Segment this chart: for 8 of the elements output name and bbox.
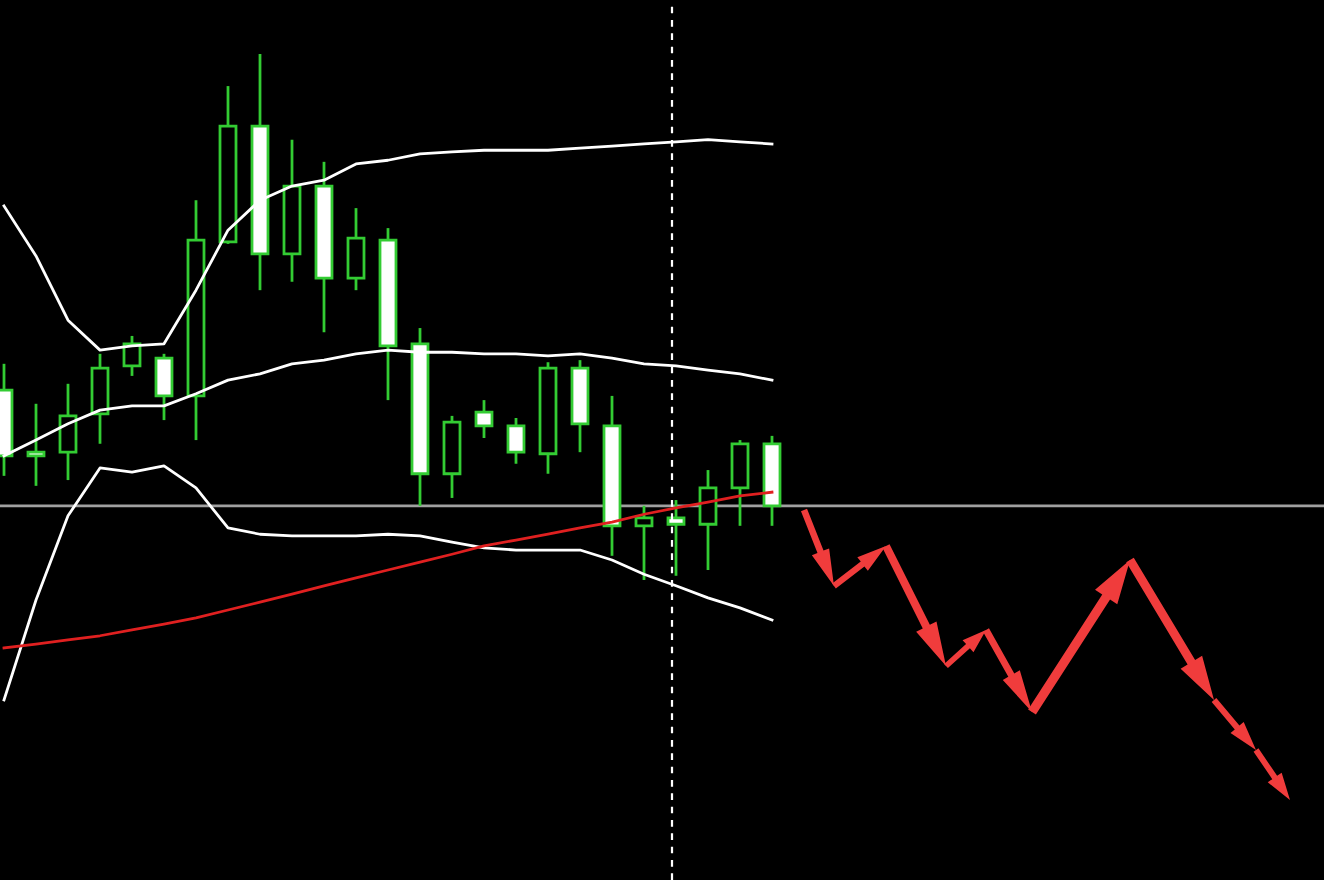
candlestick (698, 468, 718, 572)
candlestick (346, 206, 366, 292)
candlestick (474, 398, 494, 440)
candlestick (634, 504, 654, 582)
candlestick (506, 416, 526, 466)
candlestick (90, 352, 110, 446)
candlestick (58, 382, 78, 482)
candlestick (730, 438, 750, 528)
